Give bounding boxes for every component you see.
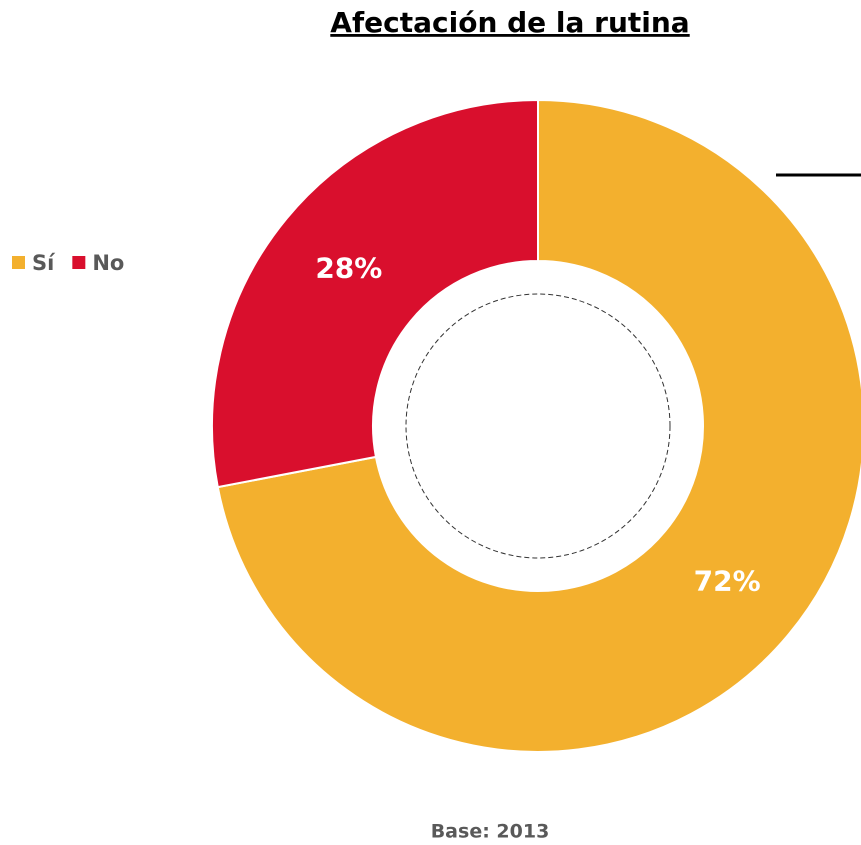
legend-swatch [12,256,25,269]
legend-label: Sí [32,251,56,275]
data-label: 72% [694,564,761,597]
legend-label: No [92,251,124,275]
donut-slice [216,98,861,753]
donut-slice [211,98,539,489]
data-label: 28% [315,252,382,285]
footnote: Base: 2013 [431,821,550,843]
inner-dashed-circle [405,293,671,559]
chart-title: Afectación de la rutina [330,6,689,39]
legend-swatch [72,256,86,269]
